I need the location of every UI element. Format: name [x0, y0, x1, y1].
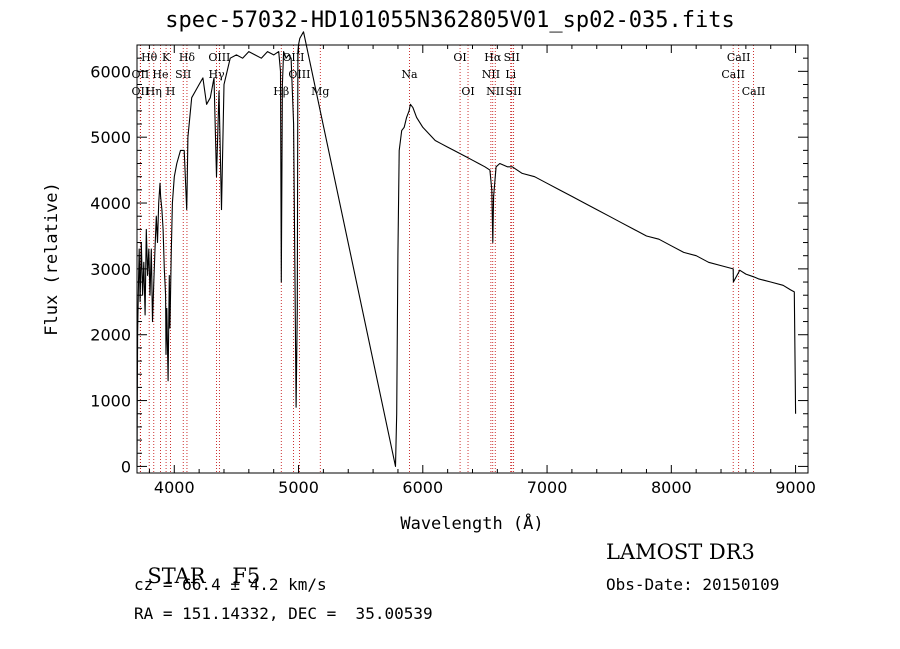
y-tick-label: 4000	[90, 194, 131, 213]
marker-label: CaII	[742, 85, 766, 98]
x-tick-label: 9000	[775, 478, 816, 497]
x-tick-label: 6000	[402, 478, 443, 497]
spectral-subclass: F5	[232, 564, 261, 588]
y-tick-label: 2000	[90, 326, 131, 345]
survey-name: LAMOST DR3	[606, 540, 755, 564]
marker-label: SII	[504, 51, 520, 64]
y-tick-label: 5000	[90, 128, 131, 147]
y-tick-label: 1000	[90, 392, 131, 411]
marker-label: Na	[401, 68, 418, 81]
marker-label: Hβ	[273, 85, 289, 98]
marker-label: OII	[131, 85, 149, 98]
marker-label: Li	[505, 68, 516, 81]
marker-label: OII	[131, 68, 149, 81]
plot-frame	[136, 44, 809, 474]
marker-label: OI	[461, 85, 474, 98]
spectrum-line	[136, 31, 797, 467]
marker-label: OIII	[282, 51, 304, 64]
marker-label: Hα	[484, 51, 502, 64]
coordinates: RA = 151.14332, DEC = 35.00539	[134, 604, 433, 623]
marker-label: Mg	[311, 85, 329, 98]
object-class: STAR	[147, 564, 206, 588]
spectral-line-markers	[139, 45, 754, 473]
y-tick-label: 0	[121, 457, 131, 476]
y-axis-label: Flux (relative)	[42, 182, 62, 336]
marker-label: NII	[486, 85, 504, 98]
y-tick-label: 6000	[90, 62, 131, 81]
marker-label: He	[152, 68, 168, 81]
marker-label: Hδ	[179, 51, 196, 64]
marker-label: SII	[506, 85, 522, 98]
x-axis-ticks: 4000 5000 6000 7000 8000 9000	[148, 45, 816, 497]
redshift-value: cz = 66.4 ± 4.2 km/s	[134, 575, 327, 594]
marker-label: OIII	[208, 51, 230, 64]
spectrum-series	[136, 31, 797, 467]
marker-label: H	[166, 85, 176, 98]
marker-label: OIII	[288, 68, 310, 81]
marker-label: CaII	[727, 51, 751, 64]
marker-label: Hη	[146, 85, 162, 98]
marker-label: Hθ	[141, 51, 158, 64]
x-tick-label: 8000	[651, 478, 692, 497]
marker-label: SII	[175, 68, 191, 81]
chart-title: spec-57032-HD101055N362805V01_sp02-035.f…	[165, 8, 735, 33]
x-axis-label: Wavelength (Å)	[400, 512, 543, 534]
x-tick-label: 4000	[154, 478, 195, 497]
y-tick-label: 3000	[90, 260, 131, 279]
x-tick-label: 5000	[278, 478, 319, 497]
marker-label: K	[162, 51, 171, 64]
marker-label: OI	[453, 51, 466, 64]
marker-label: CaII	[721, 68, 745, 81]
x-tick-label: 7000	[527, 478, 568, 497]
y-axis-ticks: 0 1000 2000 3000 4000 5000 6000	[90, 57, 808, 476]
marker-label: NII	[482, 68, 500, 81]
marker-label: Hγ	[208, 68, 225, 81]
observation-date: Obs-Date: 20150109	[606, 575, 780, 594]
